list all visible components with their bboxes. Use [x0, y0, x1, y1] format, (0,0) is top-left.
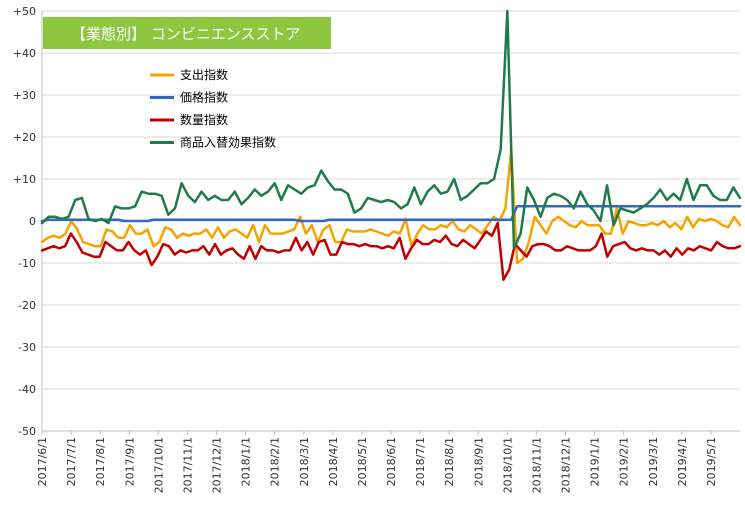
series-line — [40, 148, 742, 265]
x-tick-label: 2018/11/1 — [530, 437, 543, 493]
x-tick-label: 2017/10/1 — [152, 437, 165, 493]
x-tick-label: 2017/9/1 — [123, 437, 136, 486]
y-tick-label: 0 — [29, 215, 36, 228]
series-line — [40, 221, 742, 282]
x-tick-label: 2018/12/1 — [560, 437, 573, 493]
x-tick-label: 2019/5/1 — [705, 437, 718, 486]
y-tick-label: +50 — [13, 5, 36, 18]
y-tick-label: -40 — [18, 383, 36, 396]
x-tick-label: 2019/1/1 — [589, 437, 602, 486]
y-tick-label: +40 — [13, 47, 36, 60]
legend-label: 数量指数 — [180, 112, 228, 127]
x-tick-label: 2018/8/1 — [443, 437, 456, 486]
y-tick-label: -20 — [18, 299, 36, 312]
x-tick-label: 2018/7/1 — [414, 437, 427, 486]
x-tick-label: 2017/6/1 — [36, 437, 49, 486]
x-tick-label: 2018/1/1 — [240, 437, 253, 486]
legend-label: 商品入替効果指数 — [180, 135, 276, 150]
y-tick-label: +20 — [13, 131, 36, 144]
y-tick-label: -30 — [18, 341, 36, 354]
x-tick-label: 2018/3/1 — [298, 437, 311, 486]
chart-title: 【業態別】 コンビニエンスストア — [43, 17, 331, 49]
legend-label: 価格指数 — [180, 90, 228, 105]
chart-title-text: 【業態別】 コンビニエンスストア — [71, 25, 300, 43]
x-tick-label: 2018/9/1 — [472, 437, 485, 486]
x-tick-label: 2017/7/1 — [65, 437, 78, 486]
series-line — [40, 9, 742, 250]
series-line — [40, 205, 742, 223]
x-tick-label: 2018/5/1 — [356, 437, 369, 486]
x-tick-label: 2019/3/1 — [647, 437, 660, 486]
y-tick-label: -50 — [18, 425, 36, 438]
gridlines — [42, 10, 740, 432]
x-tick-label: 2019/2/1 — [618, 437, 631, 486]
legend-label: 支出指数 — [180, 67, 228, 82]
axes: -50 -40 -30 -20 -10 0 +10 +20 +30 +40 +50 2017/6/1 2… — [13, 5, 740, 493]
y-tick-label: +30 — [13, 89, 36, 102]
x-tick-label: 2018/10/1 — [501, 437, 514, 493]
x-tick-label: 2017/12/1 — [211, 437, 224, 493]
y-tick-label: +10 — [13, 173, 36, 186]
x-tick-label: 2018/4/1 — [327, 437, 340, 486]
x-tick-label: 2018/2/1 — [269, 437, 282, 486]
y-tick-label: -10 — [18, 257, 36, 270]
series-lines — [40, 9, 742, 282]
x-tick-label: 2018/6/1 — [385, 437, 398, 486]
x-tick-label: 2017/8/1 — [94, 437, 107, 486]
chart-title-background — [43, 17, 331, 49]
x-tick-label: 2017/11/1 — [181, 437, 194, 493]
x-tick-label: 2019/4/1 — [676, 437, 689, 486]
